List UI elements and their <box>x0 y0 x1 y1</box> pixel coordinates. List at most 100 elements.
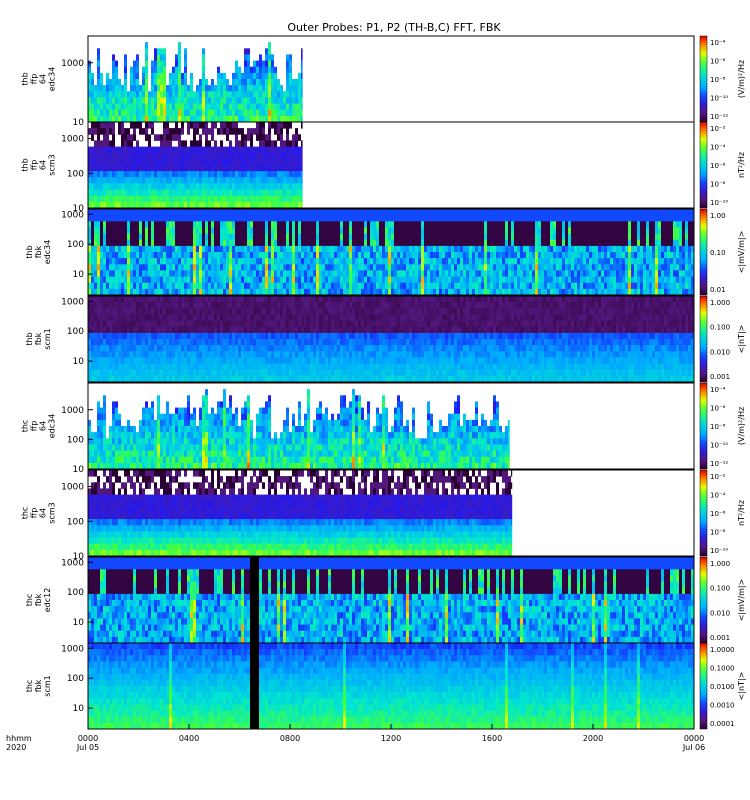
colorbar <box>699 642 708 730</box>
y-label-line: fbk <box>34 332 43 345</box>
y-label-line: ffp <box>30 160 39 171</box>
y-label-line: thc <box>21 507 30 520</box>
colorbar-tick-label: 0.100 <box>710 585 730 593</box>
y-axis-label: thc fbk scm1 <box>25 675 52 696</box>
colorbar-tick-label: 10⁻¹⁰ <box>710 95 728 103</box>
y-axis-label: thb ffp 64 scm3 <box>21 154 57 175</box>
colorbar-label: <|mV/m|> <box>737 231 746 274</box>
panel-frame <box>87 469 695 557</box>
x-tick-label: 0000 <box>684 734 704 743</box>
y-tick-label: 10 <box>73 357 85 367</box>
spectrogram <box>88 122 303 209</box>
colorbar-tick-label: 10⁻¹⁰ <box>710 199 728 207</box>
y-tick-label: 1000 <box>61 210 84 220</box>
colorbar-tick-label: 0.01 <box>710 286 726 294</box>
colorbar-tick-label: 1.0000 <box>710 646 735 654</box>
spectrogram <box>88 209 694 296</box>
colorbar-tick-label: 10⁻⁴ <box>710 39 726 47</box>
y-label-line: scm1 <box>43 675 52 696</box>
y-label-line: 64 <box>39 74 48 84</box>
colorbar-tick-label: 0.0010 <box>710 702 735 710</box>
y-tick-label: 100 <box>67 435 84 445</box>
spectrogram <box>88 643 694 730</box>
y-axis-label: thb fbk edc34 <box>25 240 52 265</box>
spectrogram <box>88 389 510 470</box>
y-label-line: scm1 <box>43 328 52 349</box>
colorbar-label: (V/m)²/Hz <box>737 407 746 445</box>
colorbar-tick-label: 1.00 <box>710 212 726 220</box>
x-tick-label: 1200 <box>381 734 401 743</box>
y-label-line: edc34 <box>48 67 57 92</box>
spectrogram <box>88 470 513 557</box>
colorbar-tick-label: 10⁻⁴ <box>710 144 726 152</box>
colorbar <box>699 295 708 383</box>
y-label-line: thc <box>25 680 34 693</box>
x-axis-year-label: 2020 <box>6 743 26 752</box>
colorbar-tick-label: 10⁻⁸ <box>710 423 726 431</box>
y-label-line: 64 <box>39 160 48 170</box>
colorbar-tick-label: 10⁻⁸ <box>710 181 726 189</box>
y-label-line: thb <box>25 245 34 258</box>
y-tick-label: 100 <box>67 169 84 179</box>
x-tick-label: 0400 <box>179 734 199 743</box>
colorbar-tick-label: 10⁻¹⁰ <box>710 547 728 555</box>
x-tick-date: Jul 05 <box>76 743 99 752</box>
x-tick-label: 2000 <box>583 734 603 743</box>
panel-4: 10 100 1000 thb fbk scm1 1.000 0.100 0.010 0.001 <… <box>25 295 746 383</box>
colorbar <box>699 208 708 296</box>
y-axis-label: thc ffp 64 scm3 <box>21 502 57 523</box>
panel-1: 10 1000 thb ffp 64 edc34 10⁻⁴ 10⁻⁶ 10⁻⁸ 10⁻¹⁰ 10⁻¹… <box>21 35 746 128</box>
colorbar-tick-label: 0.0001 <box>710 720 735 728</box>
y-label-line: thc <box>21 420 30 433</box>
panel-frame <box>87 382 695 470</box>
y-tick-label: 1000 <box>61 644 84 654</box>
y-axis-label: thc fbk edc12 <box>25 588 52 613</box>
y-label-line: thb <box>21 72 30 85</box>
panel-frame <box>87 295 695 383</box>
colorbar-label: nT²/Hz <box>737 152 746 178</box>
y-tick-label: 1000 <box>61 59 84 69</box>
y-label-line: fbk <box>34 679 43 692</box>
y-tick-label: 1000 <box>61 483 84 493</box>
y-tick-label: 100 <box>67 588 84 598</box>
y-axis-label: thc ffp 64 edc34 <box>21 414 57 439</box>
spectrogram <box>88 42 303 123</box>
y-axis-label: thb ffp 64 edc34 <box>21 67 57 92</box>
y-tick-label: 100 <box>67 517 84 527</box>
colorbar-tick-label: 1.000 <box>710 560 730 568</box>
colorbar-tick-label: 10⁻⁶ <box>710 162 726 170</box>
spectrogram <box>88 296 694 383</box>
y-tick-label: 10 <box>73 118 85 128</box>
y-label-line: 64 <box>39 421 48 431</box>
colorbar-tick-label: 10⁻⁶ <box>710 58 726 66</box>
colorbar-label: <|nT|> <box>737 325 746 354</box>
y-label-line: 64 <box>39 508 48 518</box>
y-label-line: thc <box>25 594 34 607</box>
colorbar-tick-label: 10⁻² <box>710 125 726 133</box>
y-label-line: scm3 <box>48 502 57 523</box>
y-tick-label: 1000 <box>61 135 84 145</box>
x-tick-label: 1600 <box>482 734 502 743</box>
y-tick-label: 10 <box>73 618 85 628</box>
colorbar <box>699 556 708 644</box>
colorbar-tick-label: 10⁻¹² <box>710 460 728 468</box>
y-tick-label: 1000 <box>61 558 84 568</box>
colorbar <box>699 121 708 209</box>
colorbar-tick-label: 10⁻¹² <box>710 113 728 121</box>
colorbar-tick-label: 10⁻⁸ <box>710 529 726 537</box>
panel-8: 10 100 1000 thc fbk scm1 1.0000 0.1000 0.0100 0.0… <box>25 642 746 730</box>
y-tick-label: 10 <box>73 704 85 714</box>
x-tick-date: Jul 06 <box>682 743 705 752</box>
colorbar-tick-label: 10⁻⁴ <box>710 386 726 394</box>
colorbar <box>699 35 708 123</box>
y-tick-label: 10 <box>73 204 85 214</box>
y-label-line: edc34 <box>48 414 57 439</box>
panel-6: 10 100 1000 thc ffp 64 scm3 10⁻² 10⁻⁴ 10⁻⁶ 10⁻⁸ 10⁻… <box>21 469 746 562</box>
y-tick-label: 10 <box>73 552 85 562</box>
y-label-line: ffp <box>30 508 39 519</box>
y-label-line: fbk <box>34 593 43 606</box>
colorbar-label: <|nT|> <box>737 672 746 701</box>
y-label-line: fbk <box>34 245 43 258</box>
y-tick-label: 1000 <box>61 297 84 307</box>
